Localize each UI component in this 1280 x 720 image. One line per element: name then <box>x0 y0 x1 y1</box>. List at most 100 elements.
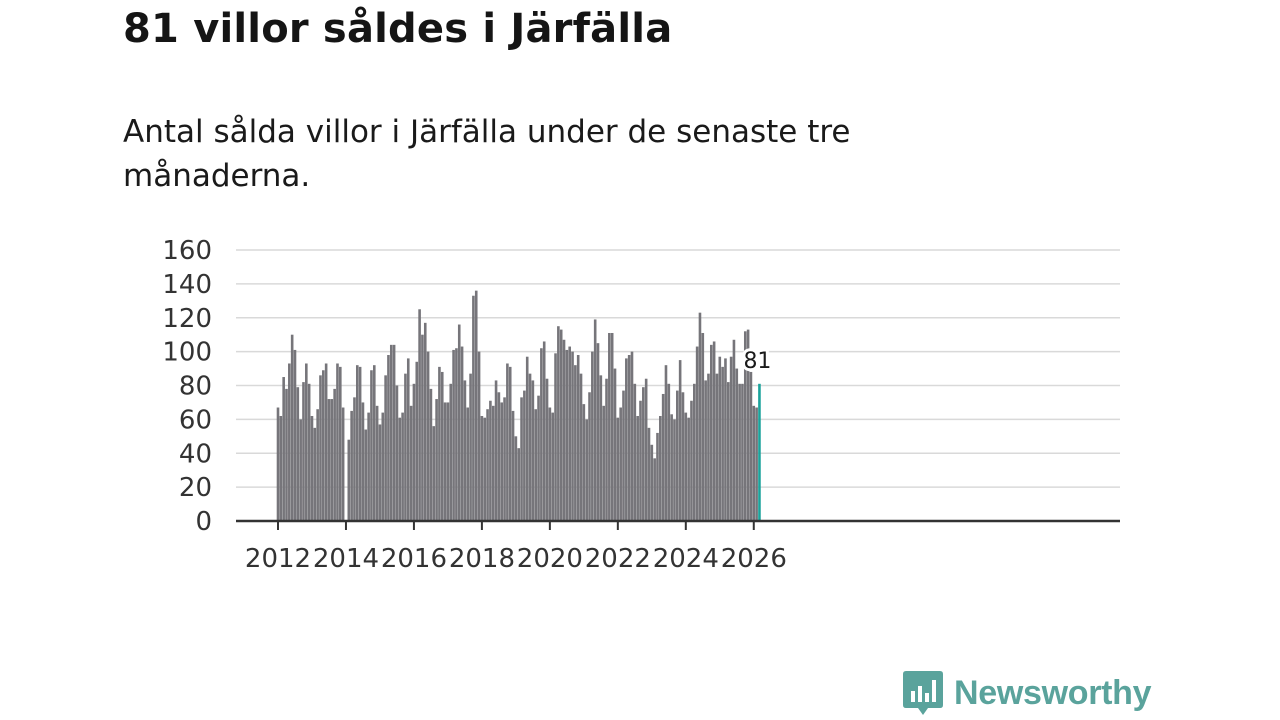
bar <box>642 387 645 521</box>
bar <box>508 366 512 521</box>
x-tick-label: 2022 <box>585 544 651 574</box>
y-tick-label: 140 <box>162 270 212 300</box>
bar <box>525 356 529 521</box>
bar <box>486 409 489 521</box>
bar <box>299 419 302 521</box>
bar <box>579 373 583 521</box>
bar <box>599 375 603 521</box>
x-tick-label: 2026 <box>721 544 787 574</box>
bar <box>350 410 353 521</box>
bar <box>457 324 461 521</box>
data-label-halo: 81 <box>743 349 771 374</box>
bar <box>497 392 501 521</box>
bar <box>608 332 611 521</box>
bar <box>305 363 308 521</box>
bar <box>438 366 441 521</box>
bar <box>565 349 569 521</box>
bar <box>684 412 688 521</box>
bar <box>370 370 373 521</box>
bar <box>537 395 540 521</box>
data-label: 81 <box>743 349 771 374</box>
bar <box>591 351 594 521</box>
chart-subtitle: Antal sålda villor i Järfälla under de s… <box>123 114 851 194</box>
bar <box>435 399 438 521</box>
bar <box>574 365 577 521</box>
bar <box>472 295 475 521</box>
bar <box>605 378 608 521</box>
bar <box>542 341 546 521</box>
bar <box>616 417 620 521</box>
bar <box>718 356 722 521</box>
bar <box>726 382 730 521</box>
bar <box>540 348 543 521</box>
bar <box>432 426 436 521</box>
bar <box>358 366 362 521</box>
bar <box>562 339 566 521</box>
bar <box>738 383 741 521</box>
bar <box>463 380 467 521</box>
y-tick-label: 40 <box>179 439 212 469</box>
bar <box>491 405 495 521</box>
bar <box>474 290 478 521</box>
y-tick-label: 160 <box>162 236 212 266</box>
bar <box>330 399 334 521</box>
bar <box>452 349 455 521</box>
bar <box>449 383 453 521</box>
bar <box>384 375 387 521</box>
y-tick-label: 100 <box>162 338 212 368</box>
bar <box>715 373 719 521</box>
bar <box>693 383 696 521</box>
bar <box>418 309 421 521</box>
bar <box>534 409 538 521</box>
bar <box>690 400 693 521</box>
bar <box>333 388 336 521</box>
bar <box>353 397 356 521</box>
bar <box>545 378 549 521</box>
bar <box>627 355 631 521</box>
bar <box>285 388 288 521</box>
bar <box>339 366 342 521</box>
bar <box>279 415 283 521</box>
bar <box>367 412 370 521</box>
bar <box>378 424 382 521</box>
bar <box>387 355 390 521</box>
bar <box>551 412 555 521</box>
bar <box>721 366 724 521</box>
bar <box>554 353 557 521</box>
x-tick-label: 2014 <box>313 544 379 574</box>
bar <box>752 405 756 521</box>
bar <box>678 360 682 521</box>
bar <box>520 397 523 521</box>
bar <box>440 371 444 521</box>
bar <box>429 388 433 521</box>
bars <box>276 290 761 521</box>
bar <box>670 414 673 521</box>
bar <box>290 334 294 521</box>
bar <box>548 407 552 521</box>
bar <box>355 365 359 521</box>
bar <box>302 382 305 521</box>
bar <box>517 448 521 521</box>
bar <box>313 427 317 521</box>
bar <box>426 351 430 521</box>
bar <box>319 375 322 521</box>
bar <box>701 332 705 521</box>
bar <box>656 432 659 521</box>
x-tick-label: 2018 <box>449 544 515 574</box>
x-axis-labels: 2012 2014 2016 2018 2020 2022 2024 2026 <box>245 544 787 574</box>
bar <box>460 346 464 521</box>
bar <box>406 358 410 521</box>
bar <box>743 331 747 521</box>
bar <box>557 326 560 521</box>
bar <box>613 368 617 521</box>
bar <box>511 410 515 521</box>
bar <box>483 417 487 521</box>
bar <box>568 346 571 521</box>
bar <box>667 383 671 521</box>
x-tick-label: 2020 <box>517 544 583 574</box>
bar <box>659 415 662 521</box>
bar-highlighted <box>758 383 761 521</box>
